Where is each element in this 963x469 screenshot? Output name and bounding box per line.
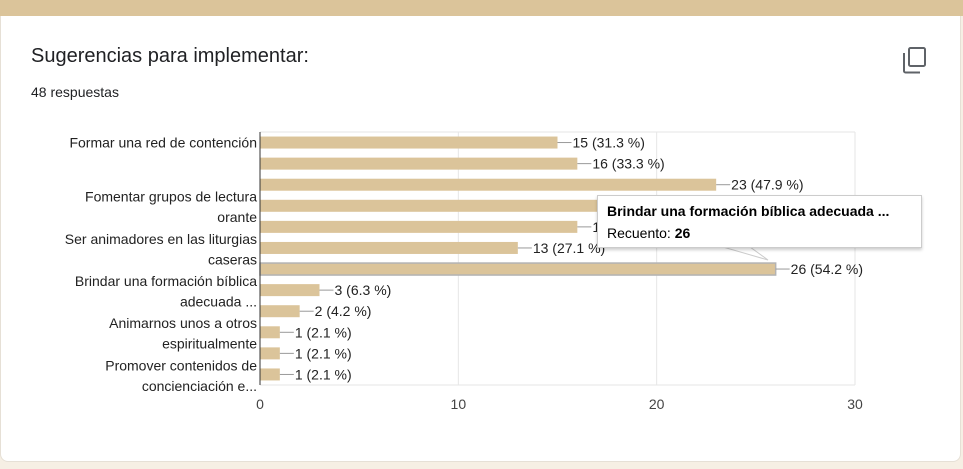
bar <box>260 368 280 381</box>
bar <box>259 262 777 276</box>
chart-tooltip: Brindar una formación bíblica adecuada .… <box>597 195 922 248</box>
x-tick-label: 20 <box>649 396 665 412</box>
data-label: 23 (47.9 %) <box>731 177 803 193</box>
bar <box>260 136 558 149</box>
category-label: espiritualmente <box>162 336 257 352</box>
x-tick-label: 0 <box>256 396 264 412</box>
category-label: Ser animadores en las liturgias <box>65 231 257 247</box>
tooltip-count-label: Recuento: <box>607 225 671 241</box>
bar <box>260 157 578 170</box>
category-label: Animarnos unos a otros <box>109 315 257 331</box>
x-tick-label: 30 <box>847 396 863 412</box>
question-title: Sugerencias para implementar: <box>31 45 309 67</box>
data-label: 2 (4.2 %) <box>315 303 372 319</box>
copy-icon <box>903 47 926 74</box>
category-label: concienciación e... <box>142 378 257 394</box>
category-label: caseras <box>208 251 257 267</box>
category-label: Promover contenidos de <box>105 357 257 373</box>
response-count: 48 respuestas <box>31 84 119 100</box>
header-band <box>0 0 963 16</box>
category-label: Fomentar grupos de lectura <box>85 189 257 205</box>
data-label: 1 (2.1 %) <box>295 324 352 340</box>
bar <box>260 220 578 233</box>
data-label: 13 (27.1 %) <box>533 240 605 256</box>
data-label: 1 (2.1 %) <box>295 345 352 361</box>
copy-chart-button[interactable] <box>899 44 933 78</box>
data-label: 3 (6.3 %) <box>335 282 392 298</box>
bar <box>260 347 280 360</box>
tooltip-label: Brindar una formación bíblica adecuada .… <box>607 203 890 219</box>
bar <box>260 241 518 254</box>
bar <box>260 178 717 191</box>
bar <box>260 284 320 297</box>
data-label: 26 (54.2 %) <box>791 261 863 277</box>
category-label: adecuada ... <box>180 294 257 310</box>
data-label: 1 (2.1 %) <box>295 366 352 382</box>
category-label: orante <box>217 209 257 225</box>
bar <box>260 326 280 339</box>
data-label: 16 (33.3 %) <box>592 156 664 172</box>
x-tick-label: 10 <box>451 396 467 412</box>
category-label: Brindar una formación bíblica <box>75 273 257 289</box>
bar <box>260 305 300 318</box>
data-label: 15 (31.3 %) <box>573 135 645 151</box>
category-label: Formar una red de contención <box>69 135 257 151</box>
tooltip-count-value: 26 <box>674 225 691 241</box>
